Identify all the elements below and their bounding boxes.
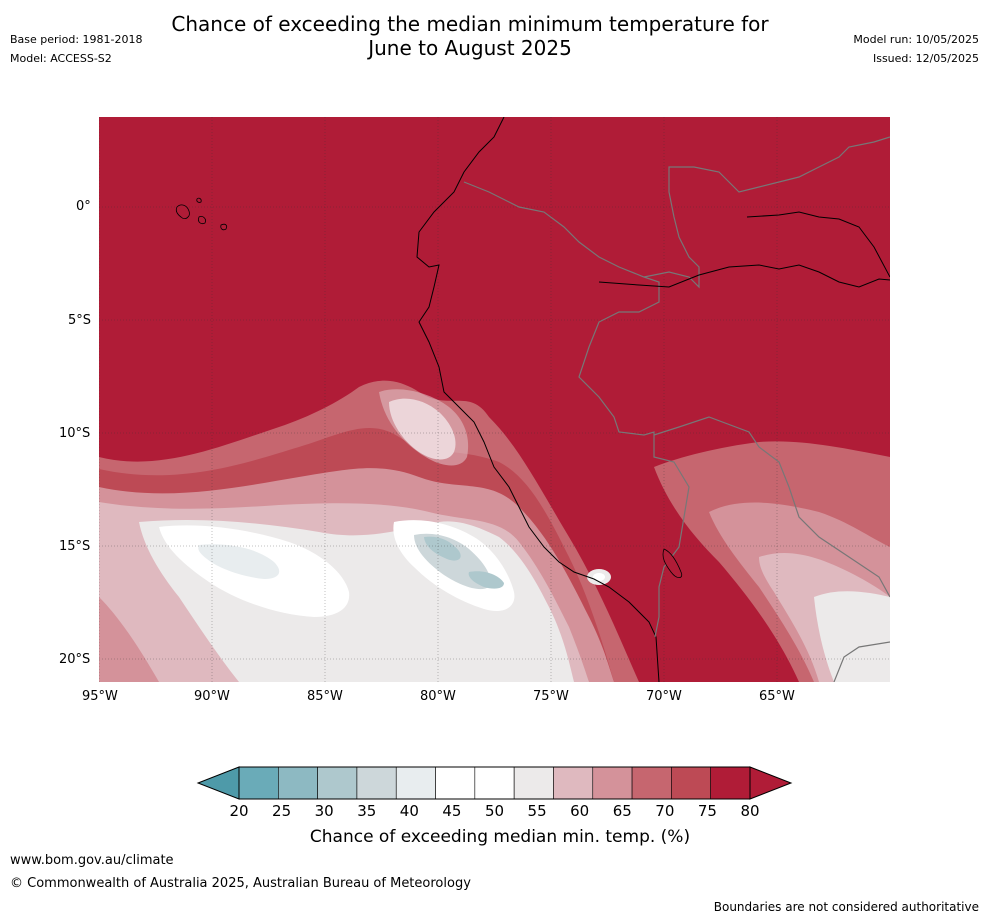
colorbar-cell: [474, 766, 515, 800]
colorbar-cell: [278, 766, 318, 800]
colorbar-tick-label: 60: [570, 802, 590, 820]
contour-50-spot-core: [593, 573, 605, 581]
contour-60-north: [379, 389, 469, 466]
colorbar-cell: [631, 766, 672, 800]
contour-55-inland: [814, 591, 890, 682]
colorbar-tick-label: 50: [484, 802, 505, 820]
colorbar-cell: [592, 766, 633, 800]
title-line-1: Chance of exceeding the median minimum t…: [171, 12, 769, 36]
colorbar-cell: [553, 766, 594, 800]
colorbar-high-arrow: [749, 766, 793, 800]
colorbar-cell: [710, 766, 751, 800]
colorbar-cell: [356, 766, 397, 800]
colorbar-tick-label: 80: [740, 802, 760, 820]
colorbar-cell: [395, 766, 436, 800]
lon-label-80w: 80°W: [420, 689, 456, 704]
issued-text: Issued: 12/05/2025: [872, 52, 979, 65]
lon-label-85w: 85°W: [307, 689, 343, 704]
lon-label-70w: 70°W: [646, 689, 682, 704]
colorbar-cell: [238, 766, 279, 800]
colorbar-cell: [317, 766, 358, 800]
website-text: www.bom.gov.au/climate: [10, 853, 174, 868]
colorbar-tick-label: 45: [442, 802, 462, 820]
colorbar-tick-label: 25: [272, 802, 292, 820]
galapagos-islands: [175, 197, 228, 231]
colorbar-cell: [435, 766, 476, 800]
lon-label-75w: 75°W: [533, 689, 569, 704]
country-borders: [463, 136, 890, 682]
model-run-text: Model run: 10/05/2025: [853, 33, 979, 46]
colorbar-tick-label: 75: [697, 802, 717, 820]
colorbar-cell: [513, 766, 554, 800]
colorbar: [196, 766, 793, 800]
coastline: [416, 117, 660, 682]
colorbar-tick-label: 35: [357, 802, 377, 820]
lon-label-95w: 95°W: [82, 689, 118, 704]
model-text: Model: ACCESS-S2: [10, 52, 112, 65]
colorbar-cell: [671, 766, 711, 800]
lake-titicaca: [662, 548, 683, 579]
colorbar-cells: [238, 766, 751, 800]
lon-label-90w: 90°W: [194, 689, 230, 704]
colorbar-tick-label: 55: [527, 802, 547, 820]
base-period-text: Base period: 1981-2018: [10, 33, 143, 46]
copyright-text: © Commonwealth of Australia 2025, Austra…: [10, 876, 471, 891]
contour-35-center-b: [468, 571, 504, 589]
contour-40-west: [198, 544, 280, 579]
colorbar-tick-label: 30: [314, 802, 334, 820]
lat-label-20s: 20°S: [59, 652, 91, 667]
title-line-2: June to August 2025: [368, 36, 572, 60]
disclaimer-text: Boundaries are not considered authoritat…: [713, 900, 979, 914]
colorbar-tick-label: 20: [229, 802, 249, 820]
colorbar-title: Chance of exceeding median min. temp. (%…: [309, 827, 691, 847]
lat-label-15s: 15°S: [59, 539, 91, 554]
forecast-map: [99, 117, 890, 682]
lat-label-5s: 5°S: [68, 313, 92, 328]
map-gridlines: [99, 117, 890, 682]
colorbar-tick-label: 65: [612, 802, 632, 820]
colorbar-tick-label: 70: [655, 802, 675, 820]
lat-label-0: 0°: [76, 199, 91, 214]
north-coast: [598, 211, 890, 288]
lon-label-65w: 65°W: [759, 689, 795, 704]
chart-title: Chance of exceeding the median minimum t…: [0, 12, 988, 60]
lat-label-10s: 10°S: [59, 426, 91, 441]
colorbar-tick-label: 40: [399, 802, 419, 820]
contour-30-center: [424, 536, 461, 561]
colorbar-low-arrow: [196, 766, 240, 800]
